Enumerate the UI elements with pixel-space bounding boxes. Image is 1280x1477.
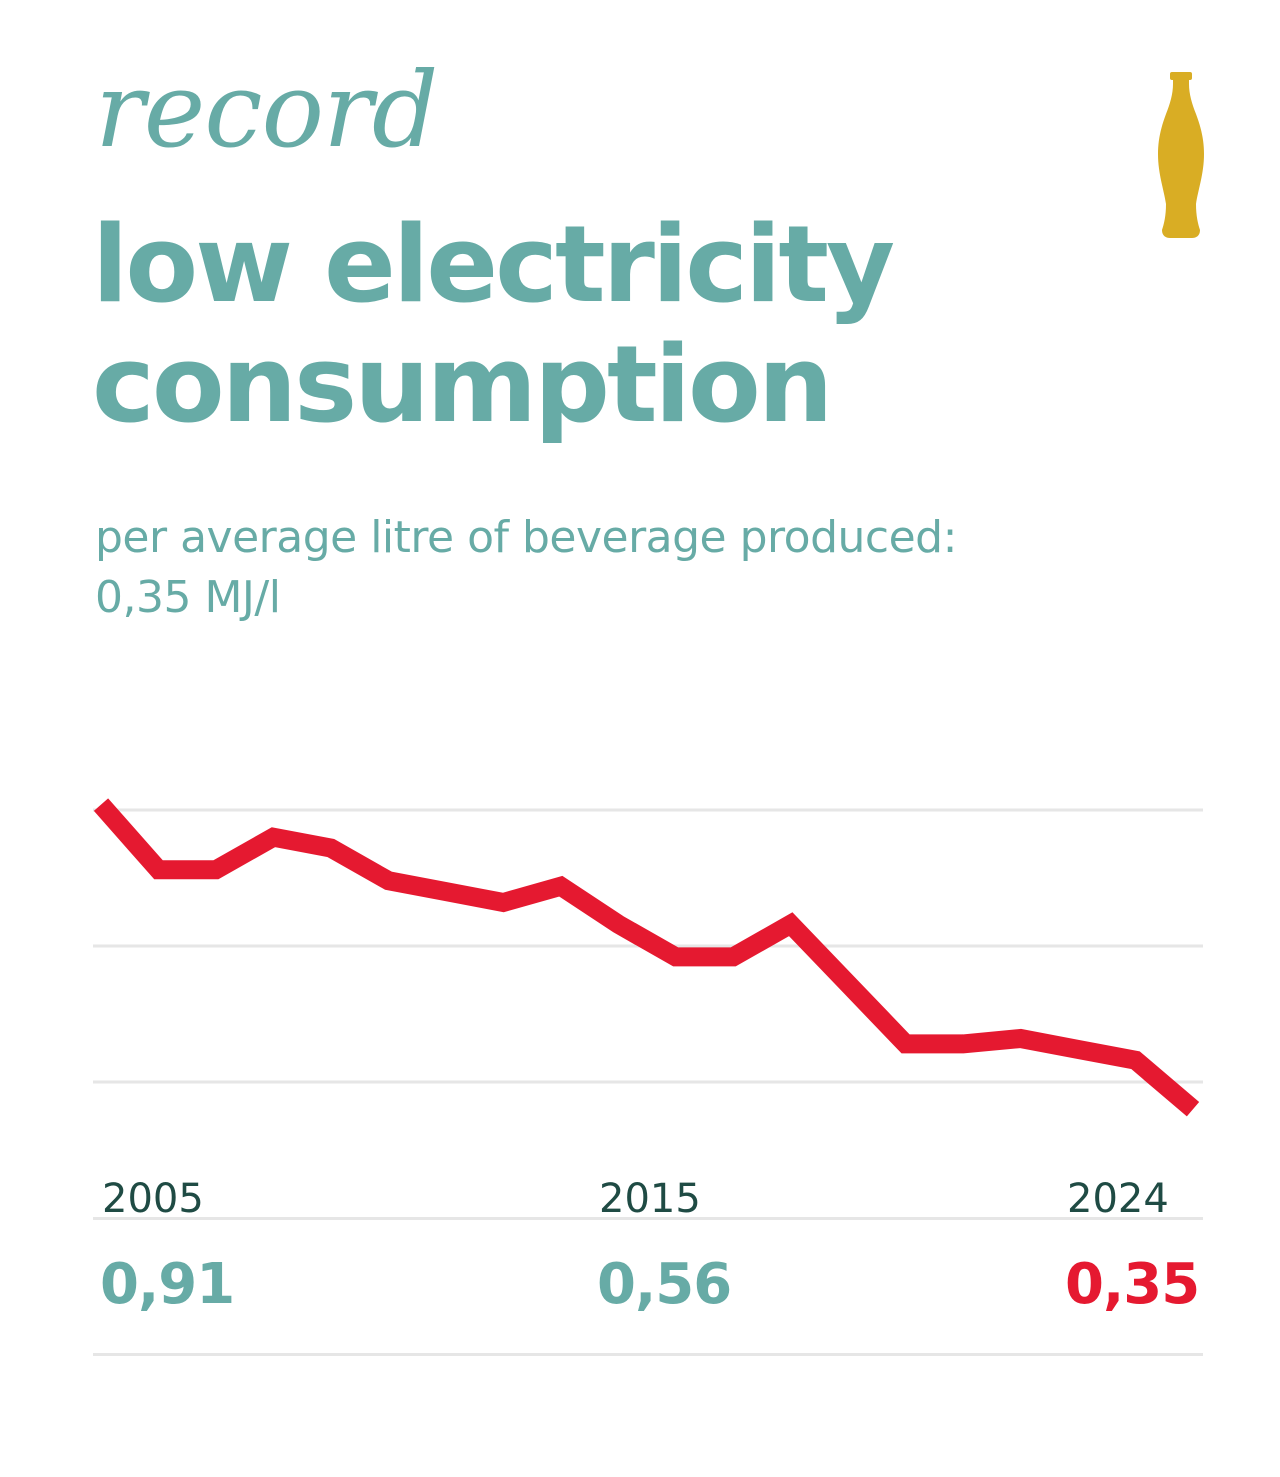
title-line-2: consumption	[92, 323, 833, 446]
divider-bottom	[93, 1353, 1203, 1356]
series-line	[93, 798, 1200, 1117]
subtitle-line-1: per average litre of beverage produced:	[95, 512, 957, 563]
subtitle: per average litre of beverage produced: …	[95, 508, 957, 628]
title-line-1: low electricity	[92, 203, 895, 326]
year-label-2005: 2005	[102, 1176, 204, 1222]
value-label-2024: 0,35	[1065, 1252, 1200, 1317]
page-title: low electricity consumption	[92, 203, 895, 446]
bottle-icon	[1158, 72, 1204, 238]
divider-top	[93, 1217, 1203, 1220]
subtitle-line-2: 0,35 MJ/l	[95, 572, 281, 623]
value-label-2015: 0,56	[597, 1252, 732, 1317]
year-label-2024: 2024	[1067, 1176, 1169, 1222]
value-label-2005: 0,91	[100, 1252, 235, 1317]
title-italic: record	[95, 49, 438, 171]
series	[93, 798, 1200, 1117]
year-label-2015: 2015	[599, 1176, 701, 1222]
